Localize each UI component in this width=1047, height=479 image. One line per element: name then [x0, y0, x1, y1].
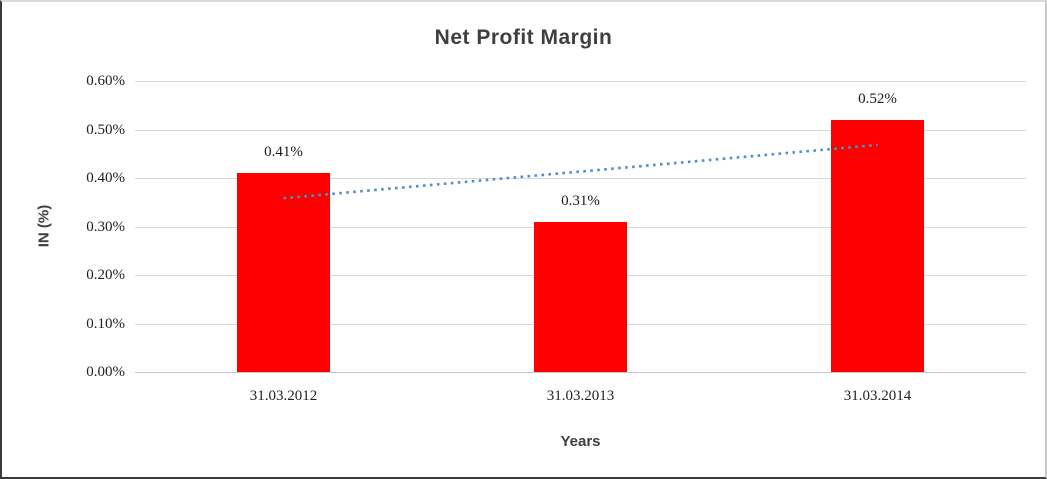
- chart-title: Net Profit Margin: [434, 26, 613, 49]
- y-tick-label: 0.40%: [86, 170, 125, 186]
- bar-value-label: 0.31%: [561, 192, 600, 209]
- gridline: [135, 81, 1026, 82]
- bar: [831, 119, 924, 372]
- gridline: [135, 129, 1026, 131]
- y-tick-label: 0.30%: [86, 218, 125, 235]
- x-axis-title: Years: [560, 433, 601, 450]
- x-category-label: 31.03.2012: [249, 388, 318, 404]
- x-category-label: 31.03.2013: [546, 388, 615, 404]
- trendline: [283, 143, 878, 200]
- y-tick-label: 0.00%: [86, 364, 125, 380]
- y-tick-label: 0.20%: [86, 267, 125, 283]
- x-category-label: 31.03.2014: [843, 388, 912, 404]
- bar-value-label: 0.41%: [264, 144, 303, 161]
- bar-value-label: 0.52%: [858, 90, 897, 107]
- gridline: [135, 178, 1026, 179]
- bar: [237, 173, 330, 372]
- y-tick-label: 0.50%: [86, 121, 125, 138]
- y-tick-label: 0.10%: [86, 315, 125, 332]
- y-tick-label: 0.60%: [86, 73, 125, 89]
- y-axis-title: IN (%): [35, 204, 53, 248]
- bar: [534, 221, 627, 372]
- plot-area: 0.00% 0.10% 0.20% 0.30% 0.40% 0.50% 0.60% 0.41%…: [86, 73, 1026, 404]
